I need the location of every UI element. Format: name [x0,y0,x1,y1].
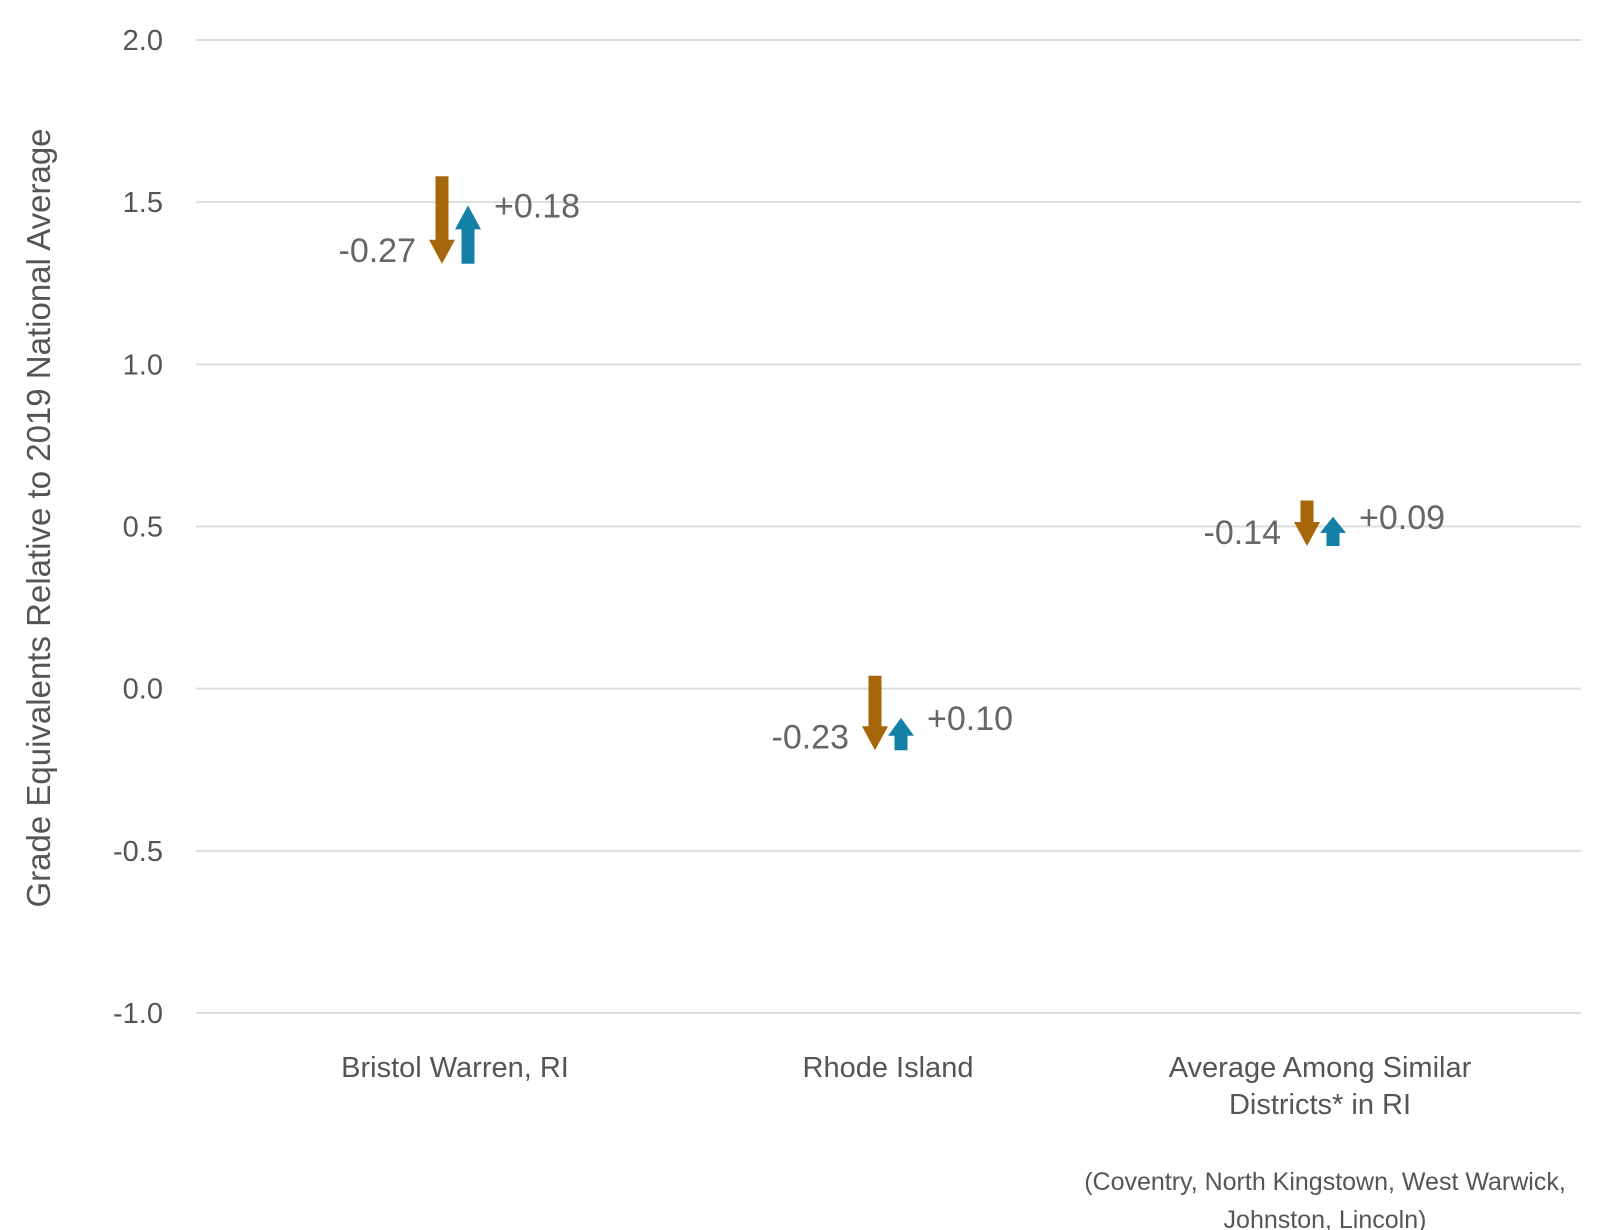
y-tick-label: -1.0 [113,998,163,1030]
y-tick-label: 0.0 [123,674,163,706]
category-labels: Bristol Warren, RI Rhode Island Average Am… [341,1052,1566,1230]
category-note: (Coventry, North Kingstown, West Warwick… [1084,1168,1566,1196]
decline-value-label: -0.14 [1204,514,1282,552]
decline-value-label: -0.23 [772,718,850,756]
y-tick-label: 1.0 [123,349,163,381]
gridlines [196,39,1581,1014]
decline-value-label: -0.27 [339,232,417,270]
y-tick-label: 1.5 [123,187,163,219]
recovery-arrow [888,717,914,751]
category-label: Districts* in RI [1229,1089,1411,1121]
y-tick-label: -0.5 [113,836,163,868]
chart-marks: -0.27 +0.18 -0.23 +0.10 -0.14 +0.09 [339,176,1446,756]
recovery-value-label: +0.10 [927,700,1013,738]
category-note: Johnston, Lincoln) [1224,1206,1427,1230]
category-group: -0.23 +0.10 [772,675,1013,756]
recovery-value-label: +0.09 [1359,499,1445,537]
category-group: -0.14 +0.09 [1204,499,1446,552]
decline-arrow [1294,500,1320,546]
category-label: Average Among Similar [1169,1052,1472,1084]
y-tick-label: 2.0 [123,25,163,57]
y-tick-label: 0.5 [123,512,163,544]
decline-arrow [862,675,888,751]
category-label: Rhode Island [803,1052,974,1084]
category-label: Bristol Warren, RI [341,1052,569,1084]
category-group: -0.27 +0.18 [339,176,580,270]
recovery-arrow [455,205,481,264]
y-axis-label: Grade Equivalents Relative to 2019 Natio… [20,128,57,907]
recovery-arrow [1320,516,1346,546]
recovery-value-label: +0.18 [494,187,580,225]
y-axis-ticks: 2.0 1.5 1.0 0.5 0.0 -0.5 -1.0 [113,25,163,1030]
decline-arrow [429,176,455,264]
